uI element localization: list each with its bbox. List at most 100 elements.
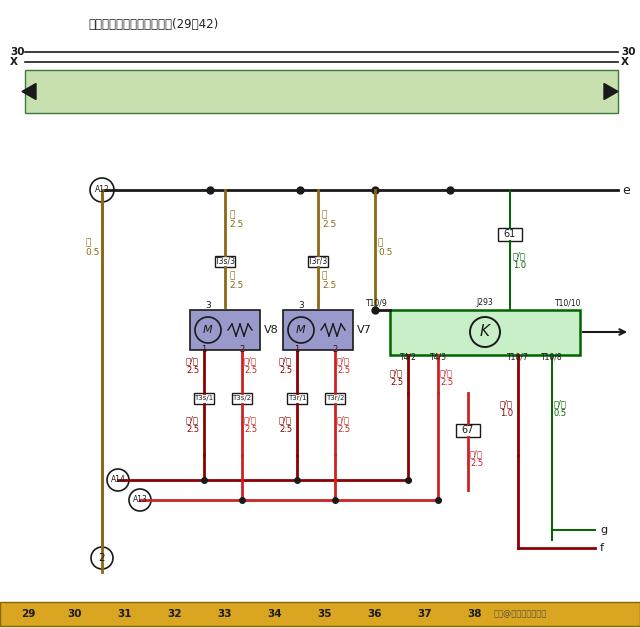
Text: 0.5: 0.5 (554, 409, 567, 418)
Text: V8: V8 (264, 325, 279, 335)
Text: A14: A14 (111, 475, 125, 484)
Text: T3s/2: T3s/2 (232, 395, 252, 401)
Text: 棕: 棕 (322, 271, 328, 280)
Text: 头条@汽修技师众微联: 头条@汽修技师众微联 (493, 610, 547, 619)
Text: 2.5: 2.5 (322, 281, 336, 290)
Bar (283, 310, 353, 350)
Text: 30: 30 (621, 47, 636, 57)
Bar (215, 256, 235, 267)
Text: T3r/1: T3r/1 (288, 395, 307, 401)
Text: 29: 29 (21, 609, 35, 619)
Text: 红/黑: 红/黑 (390, 368, 403, 377)
Text: 红/白: 红/白 (337, 356, 350, 365)
Text: 散热风扇控制器、散热风扇(29～42): 散热风扇控制器、散热风扇(29～42) (88, 18, 218, 31)
Text: 棕: 棕 (85, 238, 90, 247)
Text: 1.0: 1.0 (500, 409, 513, 418)
Text: T10/10: T10/10 (555, 298, 581, 307)
Text: 37: 37 (418, 609, 432, 619)
Text: V7: V7 (357, 325, 372, 335)
Text: M: M (203, 325, 213, 335)
Text: 1: 1 (202, 345, 207, 354)
Text: 35: 35 (317, 609, 332, 619)
Bar (25, 70, 618, 113)
Text: 2.5: 2.5 (186, 425, 199, 434)
Text: 棕: 棕 (378, 238, 383, 247)
Text: T10/7: T10/7 (507, 352, 529, 361)
Text: 3: 3 (298, 301, 304, 310)
Text: T4/2: T4/2 (399, 352, 417, 361)
Bar (232, 393, 252, 404)
Text: 30: 30 (68, 609, 83, 619)
Polygon shape (604, 84, 618, 99)
Text: 红/黑: 红/黑 (279, 356, 292, 365)
Text: 绿/黑: 绿/黑 (554, 399, 567, 408)
Text: 30: 30 (10, 47, 24, 57)
Text: X: X (10, 57, 18, 67)
Text: 0.5: 0.5 (85, 248, 99, 257)
Text: 红/白: 红/白 (244, 356, 257, 365)
Text: 2.5: 2.5 (279, 366, 292, 375)
Text: 34: 34 (268, 609, 282, 619)
Bar (498, 228, 522, 241)
Text: f: f (600, 543, 604, 553)
Text: T10/8: T10/8 (541, 352, 563, 361)
Text: 2.5: 2.5 (244, 425, 257, 434)
Text: 棕: 棕 (229, 271, 234, 280)
Text: g: g (600, 525, 607, 535)
Text: 31: 31 (118, 609, 132, 619)
Text: 红/黑: 红/黑 (186, 415, 199, 424)
Text: 32: 32 (168, 609, 182, 619)
Text: T3s/1: T3s/1 (195, 395, 214, 401)
Text: J293: J293 (477, 298, 493, 307)
Text: 2.5: 2.5 (337, 425, 350, 434)
Bar (390, 310, 580, 355)
Text: T3r/2: T3r/2 (326, 395, 344, 401)
Text: T10/9: T10/9 (366, 298, 388, 307)
Text: 2.5: 2.5 (229, 281, 243, 290)
Polygon shape (22, 84, 36, 99)
Text: 1: 1 (294, 345, 300, 354)
Text: 红/白: 红/白 (244, 415, 257, 424)
Bar (456, 424, 480, 437)
Text: 2.5: 2.5 (244, 366, 257, 375)
Text: 2.5: 2.5 (279, 425, 292, 434)
Text: 61: 61 (504, 229, 516, 239)
Text: 2: 2 (99, 553, 106, 563)
Text: 2.5: 2.5 (322, 220, 336, 229)
Text: 红/白: 红/白 (470, 449, 483, 458)
Text: 67: 67 (462, 425, 474, 435)
Text: T4/3: T4/3 (429, 352, 447, 361)
Text: 2.5: 2.5 (390, 378, 403, 387)
Text: 红/黑: 红/黑 (186, 356, 199, 365)
Text: 36: 36 (368, 609, 382, 619)
Text: 棕: 棕 (229, 210, 234, 219)
Bar (308, 256, 328, 267)
Text: 红/白: 红/白 (440, 368, 453, 377)
Text: 0.5: 0.5 (378, 248, 392, 257)
Text: A12: A12 (95, 185, 109, 195)
Text: 2.5: 2.5 (186, 366, 199, 375)
Text: 2.5: 2.5 (440, 378, 453, 387)
Text: 2.5: 2.5 (337, 366, 350, 375)
Text: 2: 2 (332, 345, 338, 354)
Text: 2.5: 2.5 (470, 459, 483, 468)
Text: 2: 2 (239, 345, 244, 354)
Text: A13: A13 (132, 495, 147, 504)
Text: 红/黑: 红/黑 (500, 399, 513, 408)
Text: 38: 38 (468, 609, 483, 619)
Text: 2.5: 2.5 (229, 220, 243, 229)
Text: T3r/3: T3r/3 (308, 256, 328, 266)
Text: X: X (621, 57, 629, 67)
Text: 3: 3 (205, 301, 211, 310)
Text: 红/白: 红/白 (337, 415, 350, 424)
Text: 33: 33 (218, 609, 232, 619)
Bar (287, 393, 307, 404)
Bar (194, 393, 214, 404)
Bar (325, 393, 345, 404)
Text: 1.0: 1.0 (513, 261, 526, 270)
Text: 棕: 棕 (322, 210, 328, 219)
Text: 红/黑: 红/黑 (279, 415, 292, 424)
Text: 绿/黑: 绿/黑 (513, 251, 526, 260)
Text: T3s/3: T3s/3 (214, 256, 236, 266)
Bar (0, 602, 640, 626)
